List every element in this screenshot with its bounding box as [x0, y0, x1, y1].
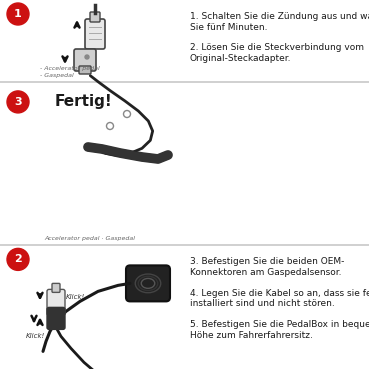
Text: Konnektoren am Gaspedalsensor.: Konnektoren am Gaspedalsensor. [190, 268, 341, 277]
FancyBboxPatch shape [47, 289, 65, 315]
Text: Accelerator pedal · Gaspedal: Accelerator pedal · Gaspedal [45, 237, 135, 241]
Circle shape [7, 91, 29, 113]
FancyBboxPatch shape [126, 265, 170, 301]
Text: 1: 1 [14, 9, 22, 19]
Circle shape [85, 55, 89, 59]
FancyBboxPatch shape [79, 66, 91, 74]
Text: Höhe zum Fahrerfahrersitz.: Höhe zum Fahrerfahrersitz. [190, 331, 313, 340]
FancyBboxPatch shape [47, 307, 65, 330]
Text: 3: 3 [14, 97, 22, 107]
FancyBboxPatch shape [90, 12, 100, 22]
Text: 1. Schalten Sie die Zündung aus und warten: 1. Schalten Sie die Zündung aus und wart… [190, 12, 369, 21]
Circle shape [7, 248, 29, 270]
Text: - Accelerator pedal
- Gaspedal: - Accelerator pedal - Gaspedal [40, 66, 100, 78]
Text: Fertig!: Fertig! [55, 94, 113, 110]
Text: Klick!: Klick! [66, 294, 85, 300]
Text: Original-Steckadapter.: Original-Steckadapter. [190, 54, 292, 63]
Text: 3. Befestigen Sie die beiden OEM-: 3. Befestigen Sie die beiden OEM- [190, 258, 344, 266]
FancyBboxPatch shape [85, 19, 105, 49]
Text: 2: 2 [14, 254, 22, 264]
FancyBboxPatch shape [52, 283, 60, 292]
Text: Klick!: Klick! [26, 333, 45, 339]
Text: 4. Legen Sie die Kabel so an, dass sie fest: 4. Legen Sie die Kabel so an, dass sie f… [190, 289, 369, 298]
Circle shape [7, 3, 29, 25]
Text: 2. Lösen Sie die Steckverbindung vom: 2. Lösen Sie die Steckverbindung vom [190, 44, 364, 52]
FancyBboxPatch shape [74, 49, 96, 71]
Text: Sie fünf Minuten.: Sie fünf Minuten. [190, 23, 268, 31]
Text: 5. Befestigen Sie die PedalBox in bequemer: 5. Befestigen Sie die PedalBox in bequem… [190, 320, 369, 330]
Text: installiert sind und nicht stören.: installiert sind und nicht stören. [190, 299, 335, 308]
